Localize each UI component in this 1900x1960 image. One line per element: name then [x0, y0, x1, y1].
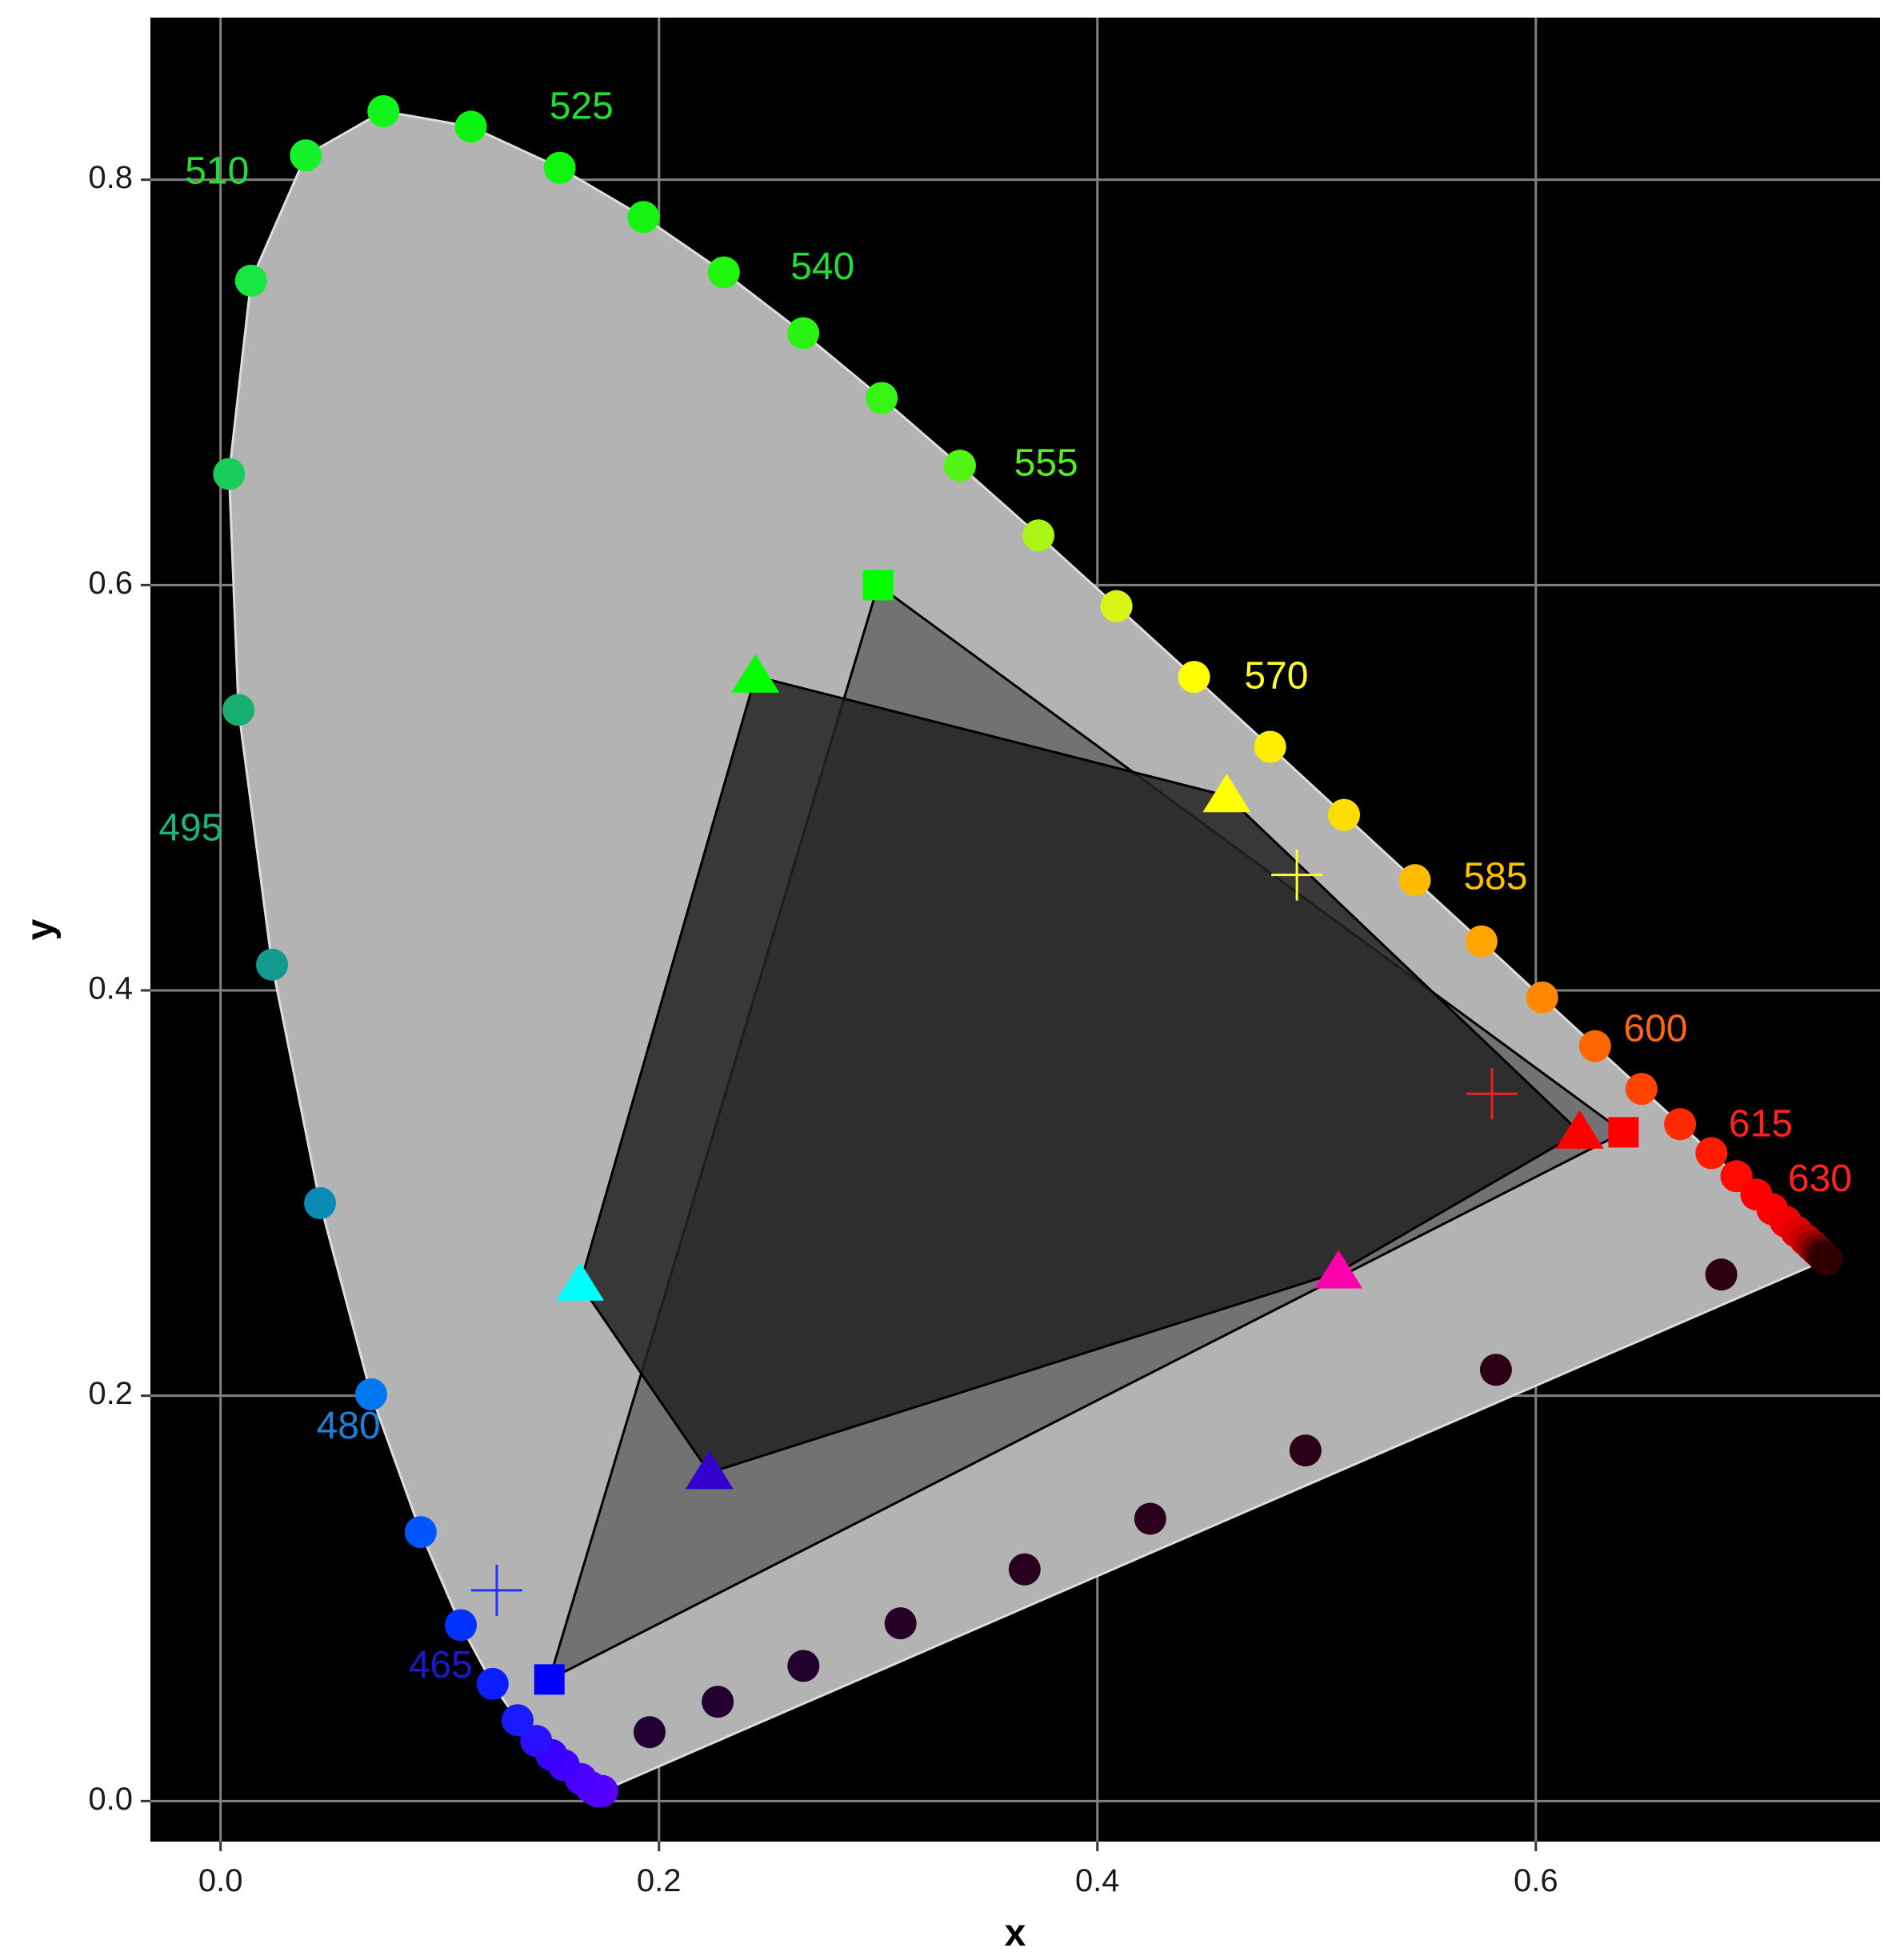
locus-point: [476, 1667, 509, 1700]
triangle-marker: [556, 1262, 605, 1301]
locus-point: [1695, 1137, 1728, 1170]
wavelength-label: 540: [790, 246, 854, 288]
locus-point: [454, 110, 487, 143]
locus-point: [1664, 1108, 1697, 1141]
wavelength-label: 585: [1463, 855, 1527, 898]
square-marker: [534, 1664, 565, 1695]
cross-marker: [1271, 849, 1323, 901]
locus-point: [543, 151, 576, 184]
locus-point: [787, 317, 820, 350]
wavelength-label: 555: [1014, 442, 1078, 485]
purple-line-point: [1134, 1502, 1166, 1535]
locus-point: [304, 1187, 337, 1219]
x-axis-title: x: [1005, 1912, 1026, 1954]
locus-point: [222, 694, 255, 726]
purple-line-point: [1008, 1553, 1041, 1586]
square-marker: [1608, 1117, 1639, 1148]
locus-point: [866, 382, 898, 414]
locus-point: [627, 201, 660, 234]
wavelength-labels: 465 480 495 510 525 540 555 570 585 600 615 630: [158, 86, 1852, 1686]
locus-point: [1578, 1030, 1611, 1062]
x-tick-label: 0.6: [1514, 1863, 1558, 1898]
purple-line-point: [1479, 1354, 1512, 1386]
locus-point: [1254, 730, 1286, 763]
locus-point: [1328, 798, 1361, 831]
locus-point: [1022, 519, 1055, 552]
locus-point: [367, 95, 400, 128]
locus-point: [1810, 1243, 1843, 1276]
y-tick-label: 0.6: [88, 566, 133, 601]
y-tick-label: 0.8: [88, 160, 133, 195]
purple-line-point: [1289, 1434, 1322, 1467]
y-axis-title: y: [19, 918, 62, 940]
data-marks: [213, 95, 1843, 1808]
triangle-marker: [731, 654, 780, 693]
wavelength-label: 510: [185, 150, 249, 193]
locus-point: [707, 256, 740, 289]
y-tick-label: 0.2: [88, 1376, 133, 1411]
wavelength-label: 615: [1729, 1102, 1793, 1145]
locus-point: [213, 458, 246, 490]
cross-marker: [470, 1564, 522, 1616]
x-tick-label: 0.0: [198, 1863, 243, 1898]
locus-point: [1398, 864, 1431, 897]
cross-marker: [1466, 1068, 1518, 1120]
wavelength-label: 495: [158, 807, 222, 850]
x-tick-label: 0.4: [1075, 1863, 1120, 1898]
purple-line-point: [884, 1607, 917, 1640]
triangle-marker: [1202, 774, 1251, 813]
locus-point: [1100, 590, 1133, 622]
locus-point: [404, 1516, 437, 1549]
y-tick-label: 0.0: [88, 1782, 133, 1817]
locus-point: [943, 450, 976, 482]
purple-line-point: [1705, 1258, 1738, 1291]
axis-ticks: 0.0 0.2 0.4 0.6 0.0 0.2 0.4 0.6 0.8: [88, 160, 1558, 1898]
locus-point: [1178, 661, 1210, 694]
locus-point: [354, 1378, 387, 1410]
triangle-marker: [1314, 1250, 1363, 1289]
purple-line-point: [787, 1650, 820, 1682]
locus-point: [1625, 1073, 1658, 1106]
locus-point: [1526, 981, 1558, 1014]
locus-point: [1465, 925, 1498, 958]
wavelength-label: 480: [317, 1405, 381, 1447]
triangle-marker: [1555, 1110, 1604, 1149]
wavelength-label: 630: [1788, 1158, 1852, 1200]
wavelength-label: 600: [1623, 1007, 1687, 1050]
triangle-marker: [685, 1450, 734, 1490]
locus-point: [234, 264, 267, 297]
wavelength-label: 570: [1244, 655, 1308, 698]
y-tick-label: 0.4: [88, 971, 133, 1006]
locus-point: [256, 948, 289, 981]
x-tick-label: 0.2: [637, 1863, 682, 1898]
locus-point: [501, 1704, 534, 1737]
square-marker: [862, 570, 894, 601]
purple-line-point: [702, 1686, 734, 1718]
locus-point: [290, 139, 322, 172]
locus-point: [445, 1609, 478, 1642]
wavelength-label: 465: [409, 1644, 473, 1686]
purple-line-point: [633, 1716, 666, 1749]
wavelength-label: 525: [550, 86, 614, 128]
locus-point: [520, 1725, 553, 1758]
